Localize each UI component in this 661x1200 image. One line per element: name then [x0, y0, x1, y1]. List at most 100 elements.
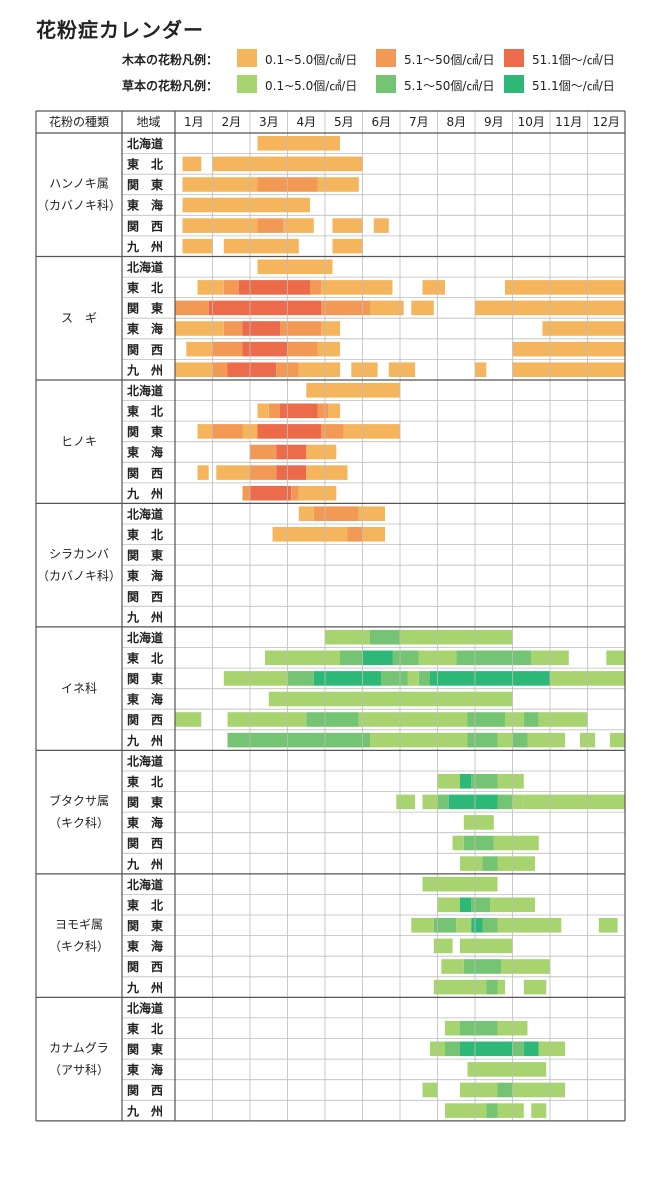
pollen-bar	[175, 362, 213, 377]
pollen-bar	[460, 897, 472, 913]
legend-herb-label: 草本の花粉凡例：	[122, 79, 219, 93]
pollen-bar	[313, 671, 382, 686]
pollen-bar	[411, 300, 434, 316]
region-label: 北海道	[127, 136, 163, 151]
pollen-bar	[175, 300, 209, 316]
region-label: 北海道	[127, 877, 163, 892]
pollen-bar	[257, 218, 284, 233]
pollen-bar	[186, 341, 213, 357]
pollen-bar	[441, 959, 464, 974]
pollen-bar	[433, 938, 453, 954]
pollen-bar	[505, 712, 524, 727]
region-label: 九 州	[126, 733, 163, 748]
pollen-bar	[223, 321, 243, 336]
region-label: 九 州	[126, 609, 163, 624]
pollen-bar	[497, 979, 505, 995]
pollen-bar	[216, 465, 251, 480]
month-label: 3月	[259, 115, 279, 129]
pollen-bar	[227, 362, 277, 377]
pollen-bar	[268, 403, 280, 419]
legend-swatch	[376, 75, 396, 93]
region-label: 東 海	[127, 445, 163, 460]
month-label: 9月	[484, 115, 504, 129]
pollen-bar	[197, 465, 209, 480]
legend-wood-label: 木本の花粉凡例：	[122, 53, 219, 67]
pollen-bar	[497, 774, 524, 789]
region-label: 九 州	[126, 486, 163, 501]
pollen-bar	[317, 341, 340, 357]
header-region: 地域	[136, 115, 160, 129]
pollen-bar	[358, 506, 385, 521]
region-label: 関 東	[127, 301, 163, 316]
region-label: 関 西	[127, 1084, 163, 1098]
region-label: 関 東	[127, 177, 163, 192]
pollen-bar	[227, 712, 307, 727]
pollen-bar	[370, 629, 400, 645]
page-title: 花粉症カレンダー	[36, 18, 204, 42]
legend-swatch	[237, 75, 257, 93]
pollen-bar	[456, 918, 472, 933]
pollen-bar	[523, 712, 539, 727]
pollen-bar	[175, 321, 224, 336]
pollen-bar	[250, 485, 292, 501]
region-label: 関 東	[127, 795, 163, 810]
pollen-bar	[182, 156, 202, 172]
pollen-bar	[471, 774, 498, 789]
pollen-bar	[422, 280, 445, 295]
region-label: 関 東	[127, 918, 163, 933]
pollen-name: ハンノキ属	[49, 177, 108, 191]
pollen-bar	[452, 835, 464, 851]
pollen-bar	[332, 238, 363, 254]
pollen-bar	[291, 485, 299, 501]
pollen-bar	[287, 671, 314, 686]
pollen-bar	[463, 815, 494, 830]
pollen-bar	[512, 794, 524, 810]
pollen-bar	[538, 1041, 566, 1057]
pollen-name: ヨモギ属	[55, 918, 103, 932]
pollen-bar	[362, 527, 385, 542]
pollen-bar	[471, 918, 483, 933]
region-label: 九 州	[126, 856, 163, 871]
pollen-bar	[482, 856, 498, 871]
pollen-name: （キク科）	[49, 816, 109, 830]
pollen-bar	[223, 238, 299, 254]
pollen-bar	[280, 321, 322, 336]
region-label: 東 海	[127, 692, 163, 707]
pollen-bar	[321, 280, 393, 295]
pollen-bar	[392, 650, 419, 666]
region-label: 関 東	[127, 1042, 163, 1057]
pollen-bar	[523, 794, 625, 810]
pollen-bar	[298, 362, 341, 377]
header-pollen-type: 花粉の種類	[49, 114, 109, 129]
legend-text: 51.1個～/㎠/日	[532, 79, 615, 93]
pollen-bar	[460, 1020, 498, 1036]
pollen-bar	[298, 485, 337, 501]
pollen-bar	[445, 1041, 460, 1057]
pollen-bar	[358, 712, 468, 727]
region-label: 東 北	[127, 280, 163, 295]
pollen-bar	[306, 444, 337, 460]
legend-text: 5.1～50個/㎠/日	[404, 79, 495, 93]
pollen-bar	[175, 712, 202, 727]
pollen-bar	[501, 959, 551, 974]
pollen-bar	[430, 671, 550, 686]
pollen-bar	[411, 918, 434, 933]
pollen-bar	[445, 1020, 460, 1036]
pollen-bar	[242, 321, 280, 336]
pollen-bar	[388, 362, 416, 377]
pollen-bar	[531, 1103, 547, 1118]
region-label: 九 州	[126, 362, 163, 377]
pollen-bar	[280, 403, 318, 419]
pollen-bar	[418, 671, 430, 686]
legend-text: 51.1個～/㎠/日	[532, 53, 615, 67]
pollen-bar	[182, 197, 310, 213]
pollen-bar	[332, 218, 363, 233]
pollen-bar	[486, 979, 498, 995]
region-label: 東 北	[127, 1021, 163, 1036]
pollen-bar	[242, 485, 250, 501]
region-label: 関 西	[127, 343, 163, 357]
pollen-bar	[306, 712, 359, 727]
legend-swatch	[504, 75, 524, 93]
pollen-bar	[493, 835, 539, 851]
legend-swatch	[376, 49, 396, 67]
